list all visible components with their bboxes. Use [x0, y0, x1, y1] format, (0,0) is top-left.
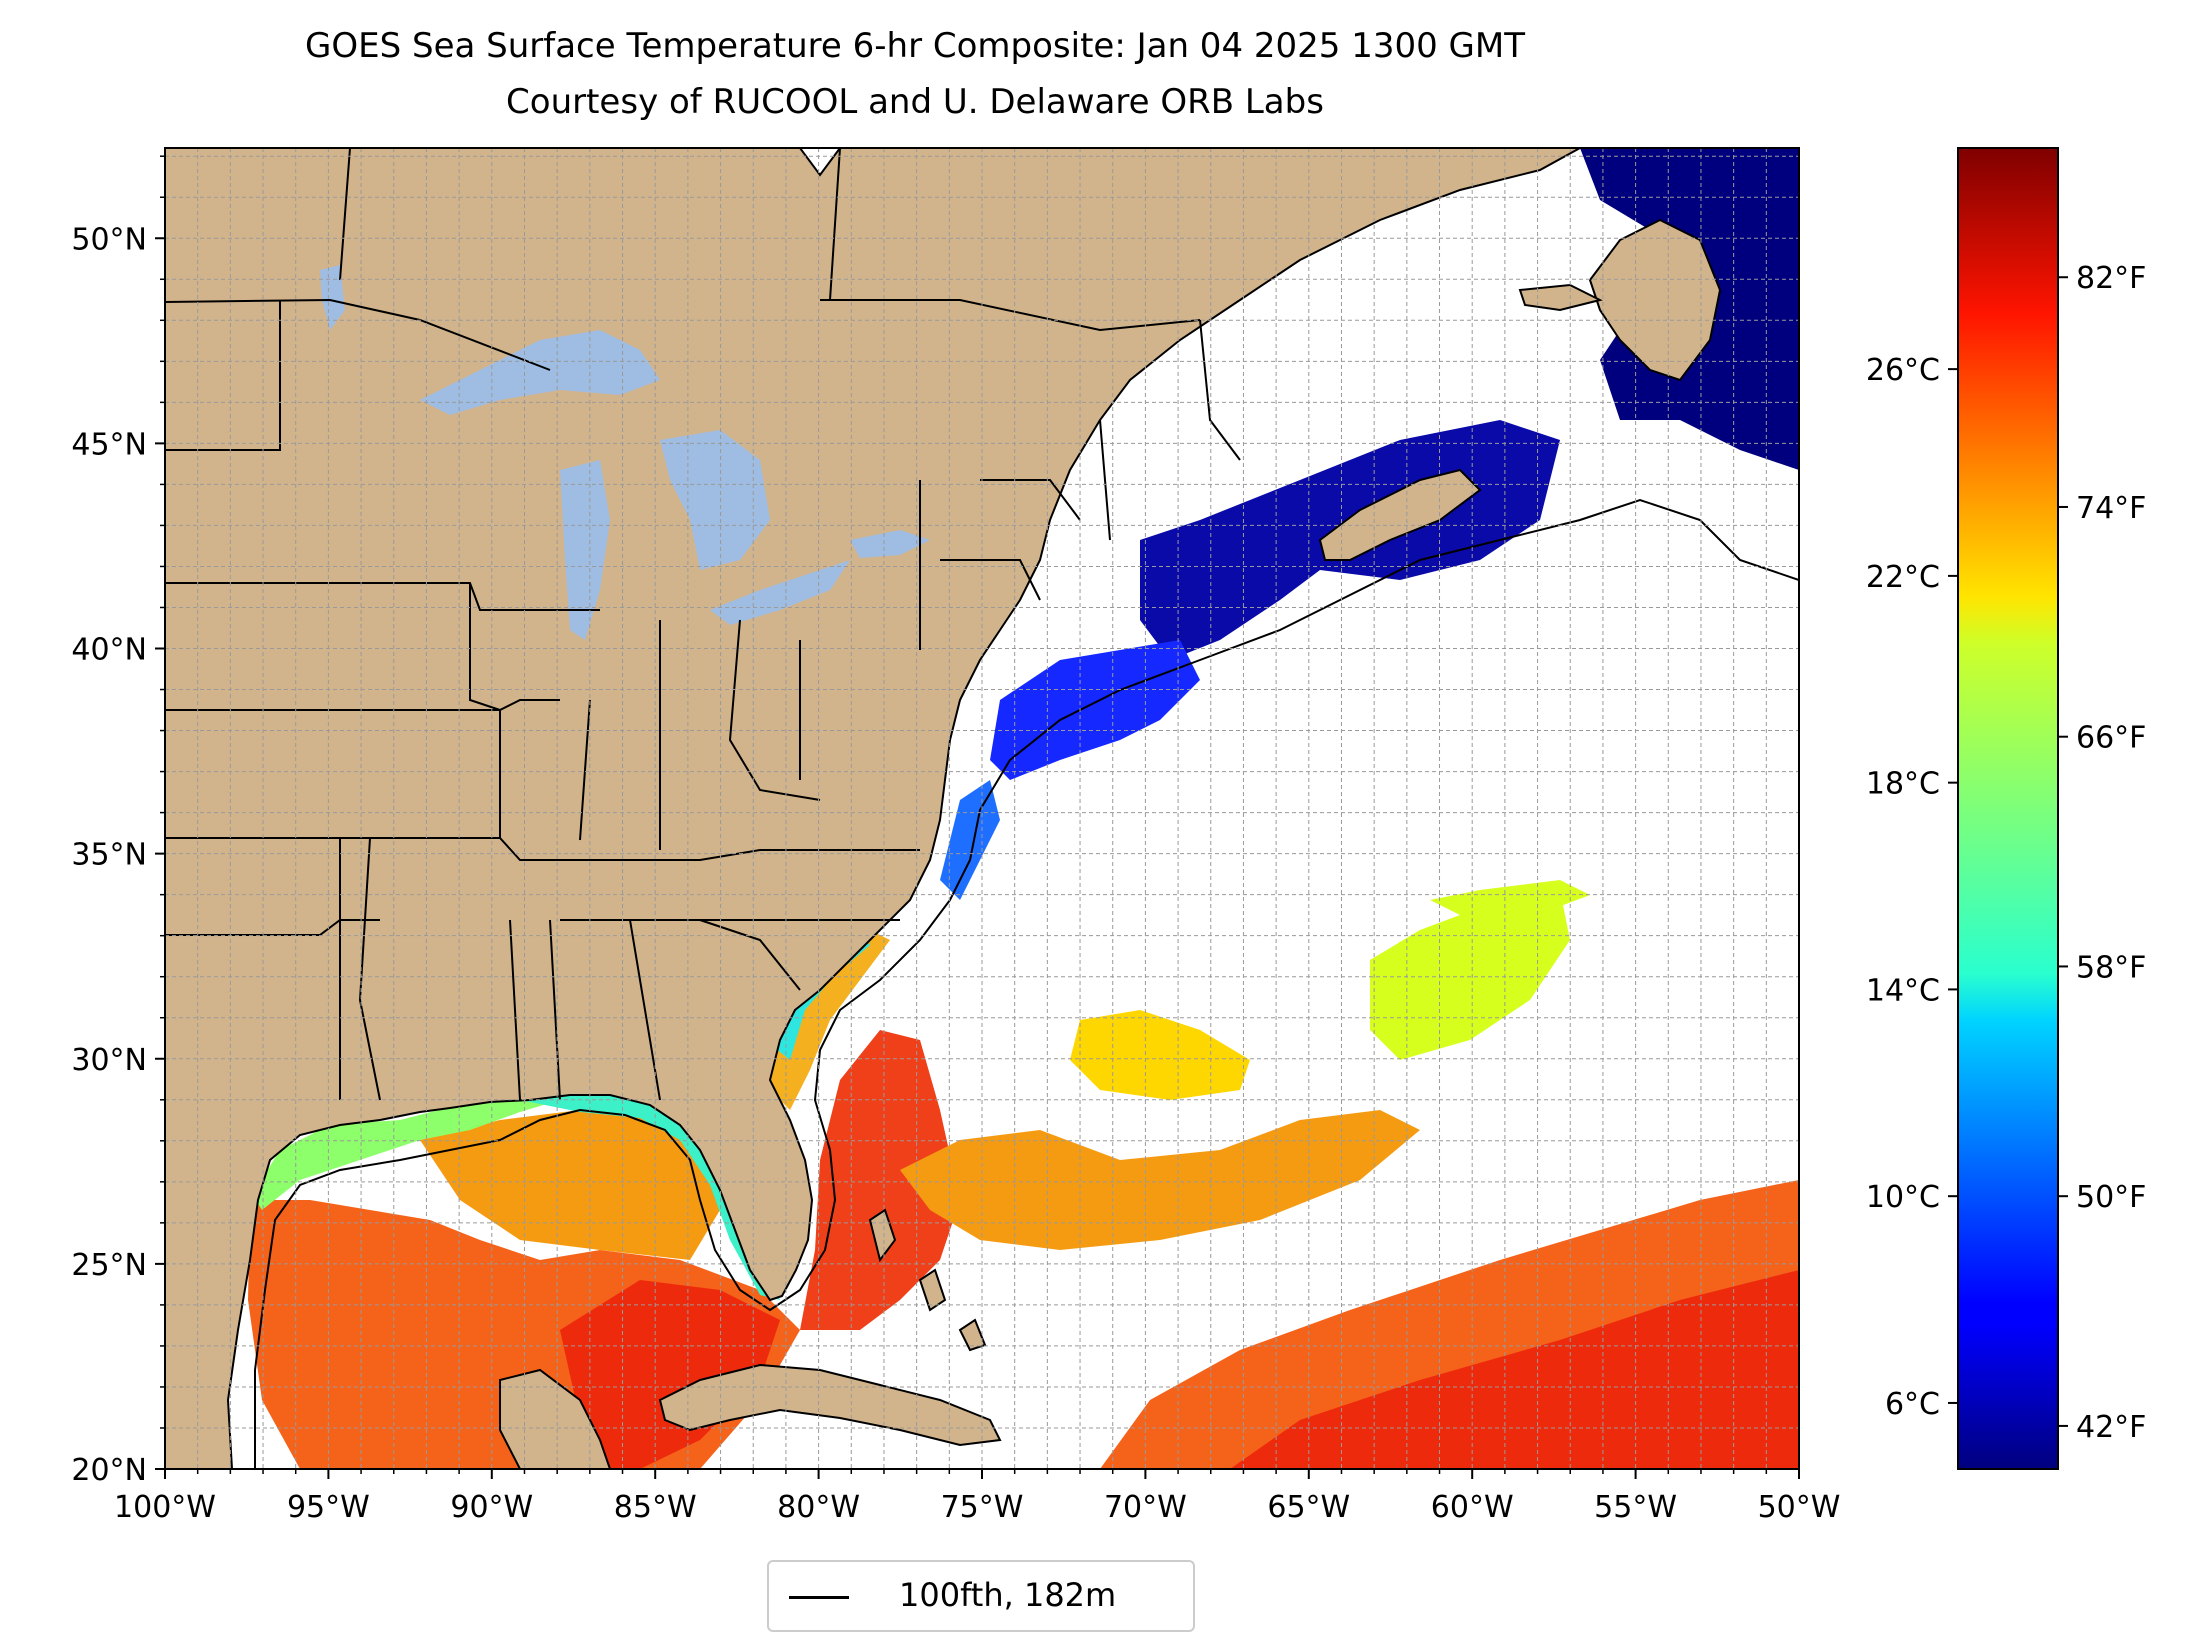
lat-tick-label: 30°N	[71, 1043, 147, 1078]
land-cuba	[658, 1363, 1002, 1447]
land-bahamas	[868, 1208, 987, 1352]
lat-tick-label: 45°N	[71, 427, 147, 462]
colorbar-c-label: 18°C	[1866, 767, 1940, 802]
lon-tick-label: 55°W	[1594, 1490, 1677, 1525]
colorbar-f-label: 74°F	[2076, 491, 2146, 526]
lake-winnipeg	[320, 265, 345, 330]
land-newfoundland	[1588, 218, 1722, 382]
sst-blue-midatlantic	[990, 640, 1200, 780]
colorbar-f-label: 50°F	[2076, 1180, 2146, 1215]
lat-tick-label: 50°N	[71, 222, 147, 257]
lake-superior	[420, 330, 660, 415]
sst-atlantic-hot-southeast	[1230, 1270, 1799, 1469]
lon-tick-label: 90°W	[450, 1490, 533, 1525]
latitude-axis: 20°N 25°N 30°N 35°N 40°N 45°N 50°N	[71, 155, 165, 1488]
lon-tick-label: 80°W	[777, 1490, 860, 1525]
lon-tick-label: 100°W	[114, 1490, 216, 1525]
map-gridlines	[165, 148, 1799, 1469]
colorbar-c-label: 6°C	[1885, 1387, 1940, 1422]
sst-gulf-stream	[800, 1030, 960, 1330]
colorbar-f-label: 58°F	[2076, 950, 2146, 985]
sst-blue-nj-coast	[940, 780, 1000, 900]
sst-gulf-hot	[560, 1280, 780, 1469]
colorbar-c-label: 26°C	[1866, 353, 1940, 388]
colorbar-f-label: 42°F	[2076, 1410, 2146, 1445]
longitude-axis: 100°W 95°W 90°W 85°W 80°W 75°W 70°W 65°W 60°W 55°…	[114, 1469, 1840, 1525]
lat-tick-label: 25°N	[71, 1248, 147, 1283]
sst-atlantic-yellow-patch	[1070, 1010, 1250, 1100]
lat-tick-label: 35°N	[71, 838, 147, 873]
lake-erie	[710, 560, 850, 625]
sst-carolina-coast	[770, 930, 890, 1110]
map-subtitle: Courtesy of RUCOOL and U. Delaware ORB L…	[506, 82, 1324, 122]
map-title: GOES Sea Surface Temperature 6-hr Compos…	[305, 26, 1525, 66]
land-north-america	[165, 148, 1581, 1469]
lon-tick-label: 50°W	[1758, 1490, 1841, 1525]
colorbar-c-label: 14°C	[1866, 973, 1940, 1008]
land-anticosti	[1518, 283, 1603, 312]
legend-label: 100fth, 182m	[899, 1576, 1117, 1614]
colorbar-f-label: 82°F	[2076, 261, 2146, 296]
lon-tick-label: 60°W	[1431, 1490, 1514, 1525]
lake-ontario	[850, 530, 930, 558]
lon-tick-label: 95°W	[287, 1490, 370, 1525]
lon-tick-label: 85°W	[614, 1490, 697, 1525]
contour-100fth	[254, 498, 1799, 1469]
colorbar-gradient	[1957, 147, 2059, 1470]
map-legend: 100fth, 182m	[767, 1560, 1195, 1632]
colorbar-celsius-axis: 6°C 10°C 14°C 18°C 22°C 26°C	[1866, 353, 1958, 1422]
land-yucatan	[499, 1368, 612, 1469]
lon-tick-label: 65°W	[1267, 1490, 1350, 1525]
sst-gulf-coast-green	[252, 1096, 560, 1210]
legend-line-swatch	[789, 1596, 849, 1599]
lon-tick-label: 70°W	[1104, 1490, 1187, 1525]
lake-michigan	[560, 460, 610, 640]
sst-atlantic-yellowgreen-2	[1430, 880, 1590, 920]
state-boundaries	[165, 148, 1241, 1101]
colorbar-fahrenheit-axis: 42°F 50°F 58°F 66°F 74°F 82°F	[2058, 261, 2146, 1445]
colorbar-c-label: 10°C	[1866, 1180, 1940, 1215]
lat-tick-label: 40°N	[71, 633, 147, 668]
colorbar-c-label: 22°C	[1866, 560, 1940, 595]
lat-tick-label: 20°N	[71, 1453, 147, 1488]
sst-atlantic-orange-bands	[900, 1110, 1420, 1250]
lon-tick-label: 75°W	[941, 1490, 1024, 1525]
colorbar-f-label: 66°F	[2076, 721, 2146, 756]
